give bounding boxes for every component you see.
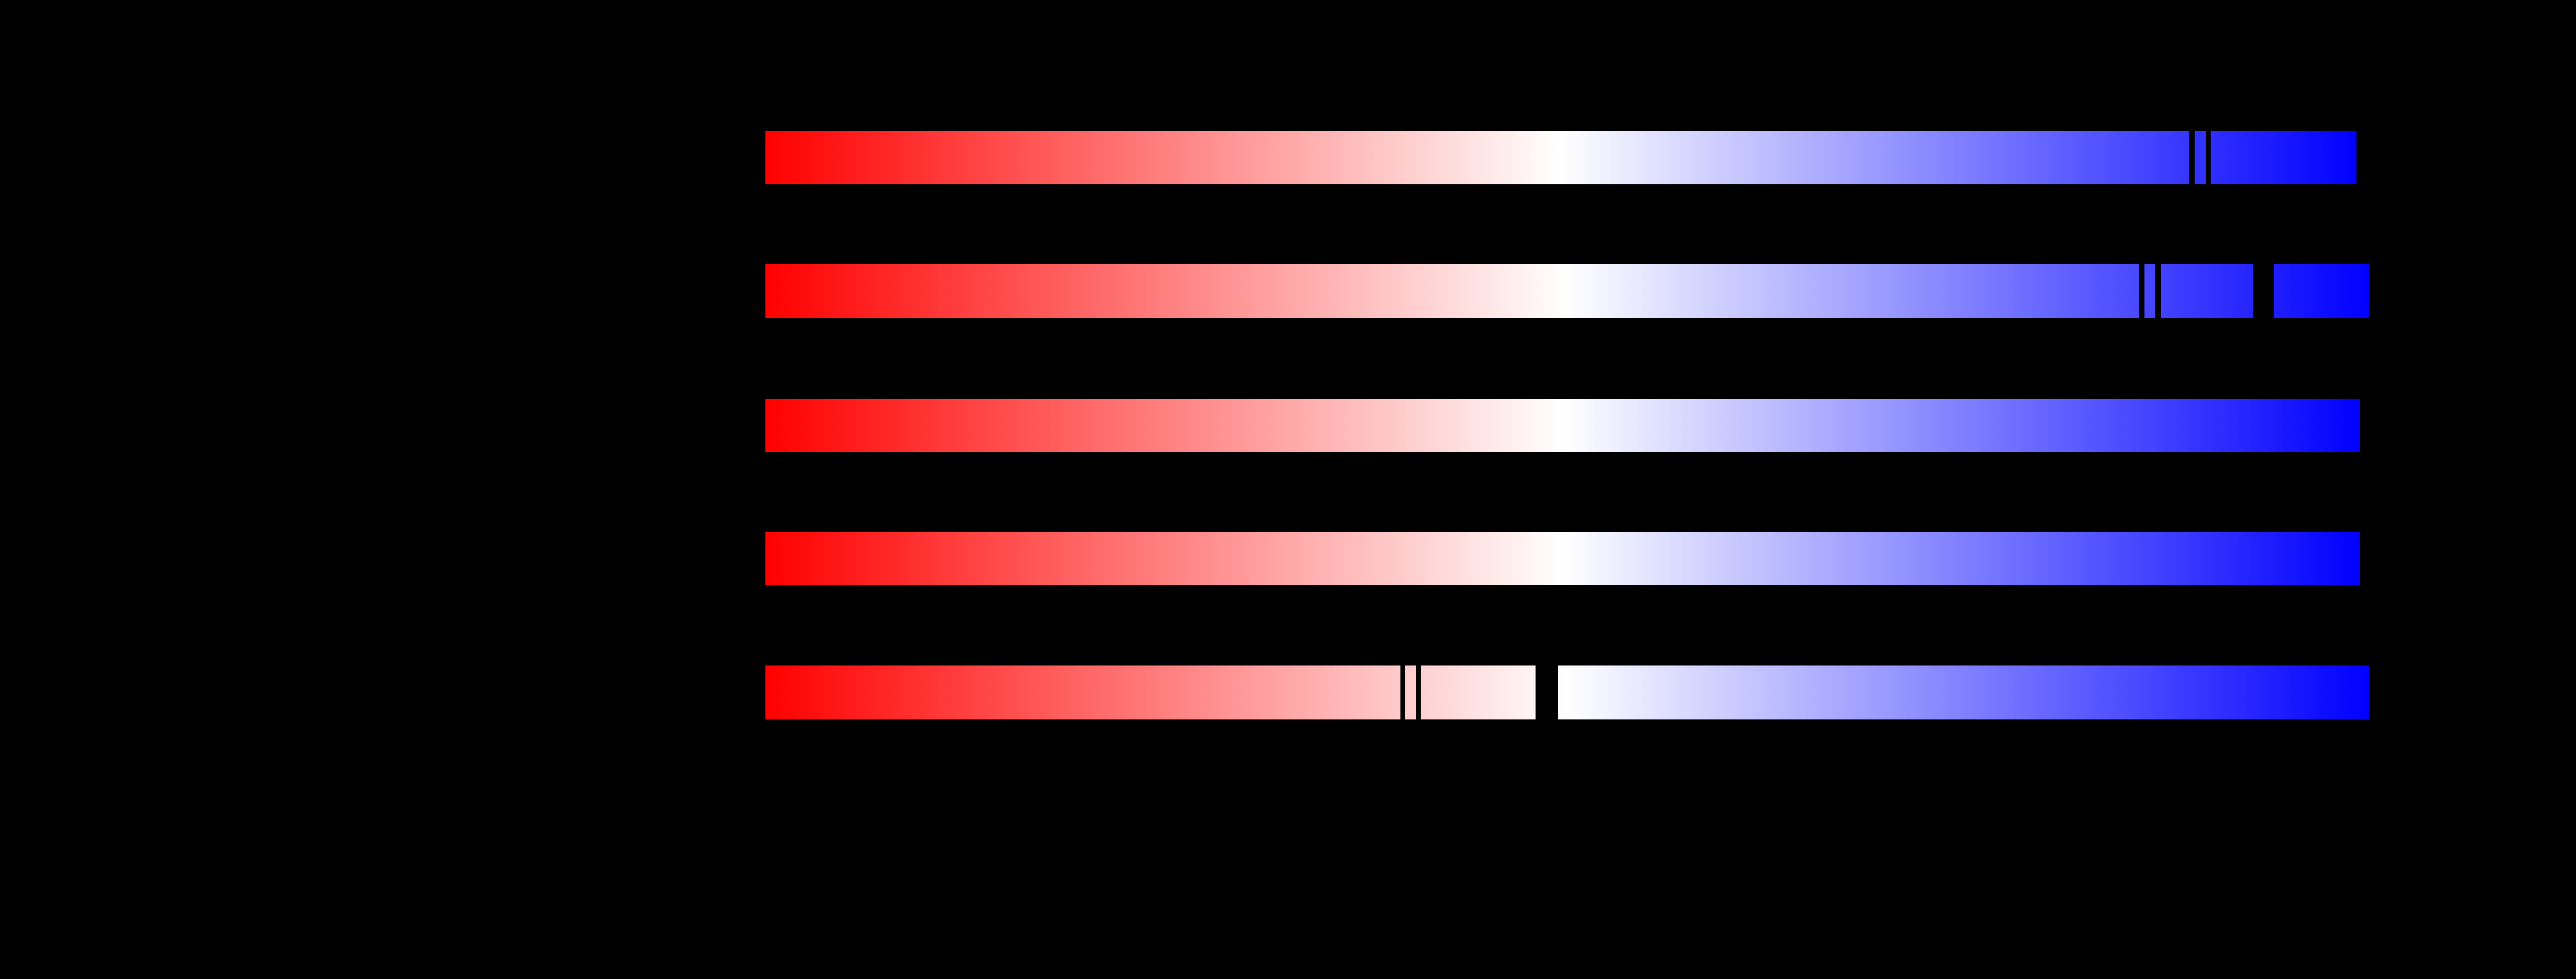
value-marker	[2155, 264, 2161, 318]
gradient-bar-row-4	[765, 532, 2360, 585]
gradient-bar-row-3	[765, 399, 2360, 452]
value-marker	[1536, 665, 1558, 719]
gradient-bar-row-1	[765, 131, 2356, 184]
value-marker	[2189, 131, 2195, 184]
gradient-bar-row-2	[765, 264, 2369, 318]
value-marker	[1416, 665, 1421, 719]
value-marker	[2253, 264, 2274, 318]
value-marker	[2139, 264, 2144, 318]
gradient-bar-row-5	[765, 665, 2369, 719]
value-marker	[2206, 131, 2211, 184]
value-marker	[1400, 665, 1405, 719]
